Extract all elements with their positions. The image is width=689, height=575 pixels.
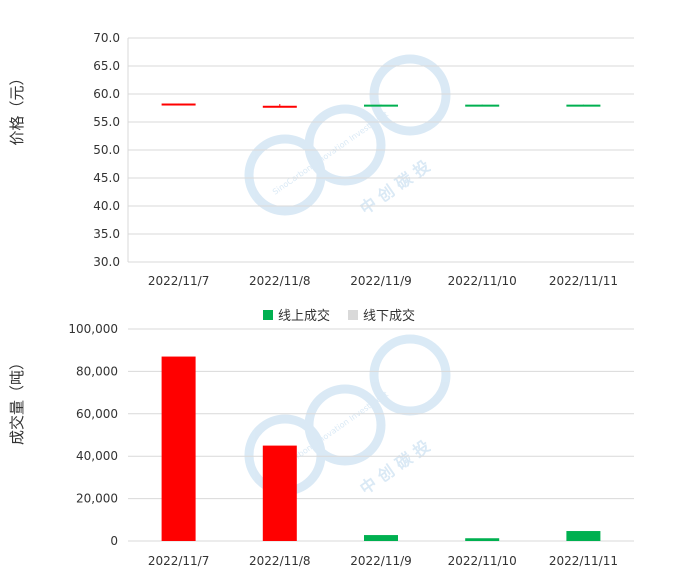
volume-x-tick-label: 2022/11/11 bbox=[549, 554, 618, 568]
price-gridlines bbox=[127, 37, 634, 263]
volume-y-ticks: 0 20,000 40,000 60,000 80,000 100,000 bbox=[68, 322, 118, 548]
price-y-tick-label: 50.0 bbox=[93, 143, 120, 157]
price-x-ticks: 2022/11/7 2022/11/8 2022/11/9 2022/11/10 202… bbox=[148, 274, 618, 288]
price-y-tick-label: 45.0 bbox=[93, 171, 120, 185]
price-y-tick-label: 55.0 bbox=[93, 115, 120, 129]
volume-bar bbox=[364, 535, 398, 541]
price-x-tick-label: 2022/11/10 bbox=[448, 274, 517, 288]
volume-chart: 成交量（吨） 020,00040,00060,00080,000100,000 … bbox=[8, 322, 634, 568]
price-candle bbox=[566, 104, 601, 107]
volume-bars bbox=[161, 356, 601, 541]
volume-y-tick-label: 40,000 bbox=[76, 449, 118, 463]
legend-swatch-offline bbox=[348, 310, 358, 320]
volume-bar bbox=[465, 538, 500, 541]
watermark-ring bbox=[304, 384, 386, 466]
volume-x-tick-label: 2022/11/9 bbox=[350, 554, 412, 568]
price-y-tick-label: 65.0 bbox=[93, 59, 120, 73]
volume-y-tick-label: 0 bbox=[110, 534, 118, 548]
legend-swatch-online bbox=[263, 310, 273, 320]
watermark-ring bbox=[369, 54, 451, 136]
price-x-tick-label: 2022/11/11 bbox=[549, 274, 618, 288]
volume-y-axis-label: 成交量（吨） bbox=[8, 355, 26, 445]
volume-bar bbox=[566, 531, 601, 541]
watermark-cn-text: 中 创 碳 投 bbox=[356, 436, 433, 498]
volume-x-ticks: 2022/11/7 2022/11/8 2022/11/9 2022/11/10 202… bbox=[148, 554, 618, 568]
price-candles bbox=[161, 103, 601, 108]
volume-bar bbox=[262, 445, 297, 541]
watermark-ring bbox=[304, 104, 386, 186]
legend-label-online: 线上成交 bbox=[278, 308, 330, 324]
legend-label-offline: 线下成交 bbox=[363, 308, 415, 324]
watermark-cn-text: 中 创 碳 投 bbox=[356, 156, 433, 218]
price-candle bbox=[262, 105, 297, 108]
volume-x-tick-label: 2022/11/10 bbox=[448, 554, 517, 568]
price-y-axis-label: 价格（元） bbox=[8, 70, 26, 145]
price-y-tick-label: 60.0 bbox=[93, 87, 120, 101]
volume-y-tick-label: 20,000 bbox=[76, 492, 118, 506]
volume-x-tick-label: 2022/11/7 bbox=[148, 554, 210, 568]
price-x-tick-label: 2022/11/9 bbox=[350, 274, 412, 288]
price-y-tick-label: 35.0 bbox=[93, 227, 120, 241]
price-x-tick-label: 2022/11/8 bbox=[249, 274, 311, 288]
price-y-tick-label: 30.0 bbox=[93, 255, 120, 269]
volume-bar bbox=[161, 356, 196, 541]
volume-y-tick-label: 60,000 bbox=[76, 407, 118, 421]
price-candle bbox=[465, 104, 500, 107]
price-chart: 价格（元） 30.0 35.0 40.0 45.0 50.0 55.0 60.0 65.0 70… bbox=[8, 31, 634, 288]
watermark-en-text: SinoCarbon Innovation Investment bbox=[271, 110, 390, 197]
watermark-ring bbox=[369, 334, 451, 416]
price-y-tick-label: 70.0 bbox=[93, 31, 120, 45]
price-y-ticks: 30.0 35.0 40.0 45.0 50.0 55.0 60.0 65.0 70.0 bbox=[93, 31, 120, 269]
volume-x-tick-label: 2022/11/8 bbox=[249, 554, 311, 568]
price-y-tick-label: 40.0 bbox=[93, 199, 120, 213]
volume-y-tick-label: 100,000 bbox=[68, 322, 118, 336]
volume-y-tick-label: 80,000 bbox=[76, 364, 118, 378]
price-x-tick-label: 2022/11/7 bbox=[148, 274, 210, 288]
price-candle bbox=[161, 103, 196, 106]
price-candle bbox=[364, 104, 398, 107]
legend: 线上成交 线下成交 bbox=[263, 308, 415, 324]
